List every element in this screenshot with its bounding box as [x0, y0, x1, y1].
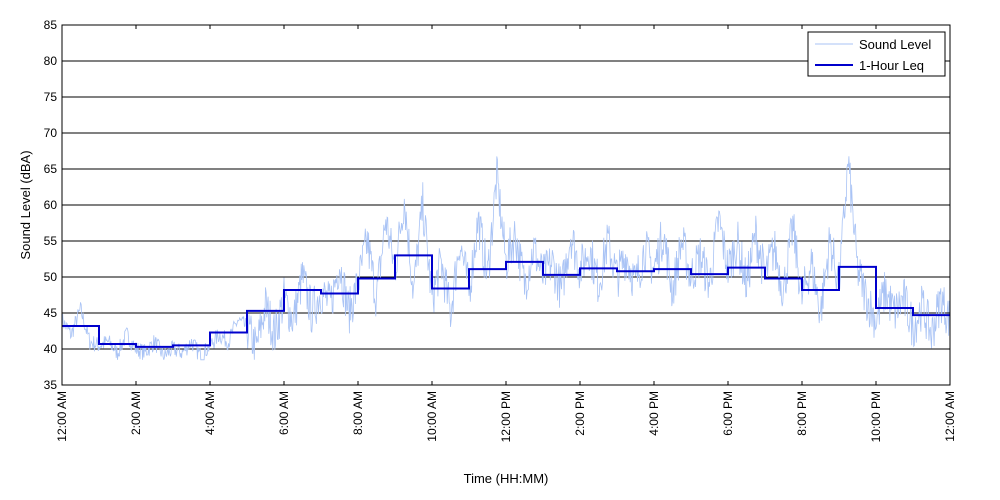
x-axis-title: Time (HH:MM): [464, 471, 549, 486]
x-axis-ticks: 12:00 AM 2:00 AM 4:00 AM 6:00 AM 8:00 AM 10:0…: [55, 25, 957, 442]
x-tick-label: 10:00 PM: [869, 391, 883, 442]
y-tick-label: 65: [44, 162, 58, 176]
x-tick-label: 12:00 PM: [499, 391, 513, 442]
x-tick-label: 2:00 PM: [573, 391, 587, 436]
x-tick-label: 12:00 AM: [943, 391, 957, 442]
y-tick-label: 60: [44, 198, 58, 212]
legend: Sound Level 1-Hour Leq: [807, 31, 946, 77]
x-tick-label: 8:00 AM: [351, 391, 365, 435]
legend-box: [807, 31, 946, 77]
y-tick-label: 40: [44, 342, 58, 356]
x-tick-label: 2:00 AM: [129, 391, 143, 435]
series-1-hour-leq-line: [62, 254, 950, 348]
y-tick-label: 75: [44, 90, 58, 104]
y-tick-label: 70: [44, 126, 58, 140]
y-tick-label: 45: [44, 306, 58, 320]
grid: [62, 60, 950, 350]
series-layer: [61, 156, 951, 361]
x-tick-label: 10:00 AM: [425, 391, 439, 442]
x-tick-label: 8:00 PM: [795, 391, 809, 436]
x-tick-label: 4:00 AM: [203, 391, 217, 435]
y-tick-label: 55: [44, 234, 58, 248]
x-tick-label: 6:00 PM: [721, 391, 735, 436]
y-axis-title: Sound Level (dBA): [18, 150, 33, 259]
y-tick-label: 80: [44, 54, 58, 68]
y-tick-label: 50: [44, 270, 58, 284]
x-tick-label: 6:00 AM: [277, 391, 291, 435]
y-axis-ticks: 35 40 45 50 55 60 65 70 75 80 85: [44, 18, 950, 392]
x-tick-label: 4:00 PM: [647, 391, 661, 436]
y-tick-label: 85: [44, 18, 58, 32]
x-tick-label: 12:00 AM: [55, 391, 69, 442]
legend-label-sound-level: Sound Level: [859, 37, 931, 52]
y-tick-label: 35: [44, 378, 58, 392]
legend-label-1-hour-leq: 1-Hour Leq: [859, 58, 924, 73]
